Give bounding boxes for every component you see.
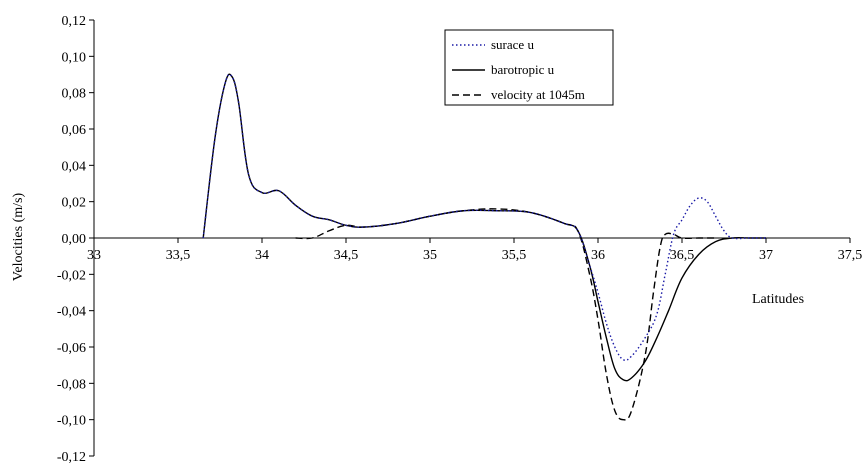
legend-label-surace-u: surace u [491, 37, 534, 52]
x-tick-label: 35,5 [502, 248, 527, 263]
y-axis: 0,12 0,10 0,08 0,06 0,04 0,02 0,00 -0,02 -0,04 -0… [57, 14, 94, 465]
y-tick-label: 0,12 [62, 14, 87, 29]
y-tick-label: -0,12 [57, 450, 86, 465]
series-line-barotropic-u [203, 74, 766, 380]
y-tick-label: 0,06 [62, 123, 87, 138]
y-axis-title: Velocities (m/s) [11, 193, 26, 282]
x-tick-label: 36,5 [670, 248, 695, 263]
legend-label-barotropic-u: barotropic u [491, 62, 555, 77]
x-axis-title: Latitudes [752, 292, 804, 307]
y-tick-label: -0,04 [57, 305, 86, 320]
legend-label-velocity-at-1045m: velocity at 1045m [491, 87, 585, 102]
y-tick-label: -0,06 [57, 341, 86, 356]
y-tick-label: 0,02 [62, 196, 87, 211]
y-tick-label: 0,04 [62, 159, 87, 174]
x-tick-label: 37 [759, 248, 773, 263]
y-tick-label: 0,00 [62, 232, 87, 247]
x-tick-label: 34,5 [334, 248, 359, 263]
y-tick-label: 0,10 [62, 50, 87, 65]
x-tick-label: 36 [591, 248, 605, 263]
x-axis: 33 33,5 34 34,5 35 35,5 36 36,5 37 37,5 [87, 238, 862, 263]
x-tick-label: 33 [87, 248, 101, 263]
series-line-surace-u [203, 74, 766, 360]
y-tick-label: -0,10 [57, 414, 86, 429]
legend: surace u barotropic u velocity at 1045m [445, 30, 613, 105]
x-tick-label: 35 [423, 248, 437, 263]
x-tick-label: 34 [255, 248, 269, 263]
series-line-velocity-at-1045m [296, 209, 716, 420]
y-tick-label: -0,02 [57, 268, 86, 283]
y-tick-label: -0,08 [57, 377, 86, 392]
x-tick-label: 37,5 [838, 248, 863, 263]
y-tick-label: 0,08 [62, 87, 87, 102]
x-tick-label: 33,5 [166, 248, 191, 263]
